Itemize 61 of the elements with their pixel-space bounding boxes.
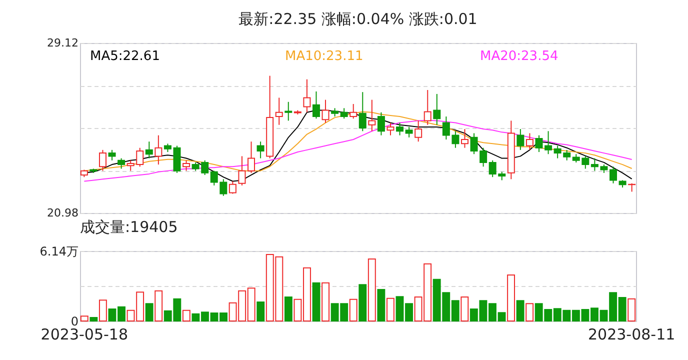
y-tick-label: 6.14万 [40, 244, 78, 258]
candlestick [118, 158, 126, 170]
candlestick [256, 141, 264, 159]
bar [284, 296, 292, 322]
candlestick [350, 103, 358, 120]
candlestick [396, 122, 404, 136]
bar [256, 301, 265, 322]
bar [182, 310, 190, 322]
text: MA20:23.54 [480, 49, 558, 64]
candlestick [405, 126, 413, 138]
bar [154, 290, 163, 322]
candlestick [228, 180, 236, 194]
candlestick [526, 132, 534, 150]
bar [526, 303, 534, 322]
candlestick [516, 128, 524, 150]
chart-title: 最新:22.35 涨幅:0.04% 涨跌:0.01 [238, 10, 478, 28]
candlestick [108, 149, 116, 161]
bar [386, 298, 394, 322]
bar [516, 300, 524, 322]
candlestick [182, 160, 190, 172]
bar [312, 282, 320, 322]
candlestick [322, 99, 330, 124]
candlestick [460, 128, 468, 148]
candlestick [414, 120, 422, 142]
text: MA10:23.11 [285, 49, 364, 64]
candlestick [386, 122, 394, 136]
candlestick [610, 166, 618, 184]
candlestick [98, 149, 106, 172]
text: MA5:22.61 [90, 49, 160, 64]
candlestick [248, 141, 256, 174]
x-tick-label: 2023-05-18 [40, 326, 128, 344]
bar [377, 289, 386, 322]
bar [628, 298, 636, 322]
y-tick-label: 29.12 [47, 36, 78, 50]
candlestick [358, 92, 366, 132]
bar [80, 316, 88, 322]
candlestick [284, 101, 292, 122]
bar [460, 296, 469, 322]
candlestick [424, 89, 432, 126]
y-tick-label: 0 [70, 314, 78, 328]
candlestick [145, 141, 153, 159]
bar [98, 300, 107, 322]
bar [90, 316, 98, 322]
candlestick [312, 90, 320, 120]
candlestick [368, 99, 376, 132]
chart-title: 成交量:19405 [80, 218, 178, 236]
bar [349, 298, 358, 322]
bar [358, 284, 367, 322]
x-tick-label: 2023-08-11 [588, 326, 676, 344]
bar [507, 274, 516, 322]
candlestick [275, 97, 283, 126]
bar [145, 303, 154, 322]
candlestick [238, 156, 246, 186]
candlestick [154, 134, 162, 166]
candlestick [377, 112, 385, 136]
candlestick [433, 93, 441, 126]
y-tick-label: 20.98 [47, 206, 78, 220]
candlestick [303, 78, 311, 113]
bar [322, 282, 330, 322]
bar [368, 258, 376, 322]
candlestick [340, 108, 348, 120]
